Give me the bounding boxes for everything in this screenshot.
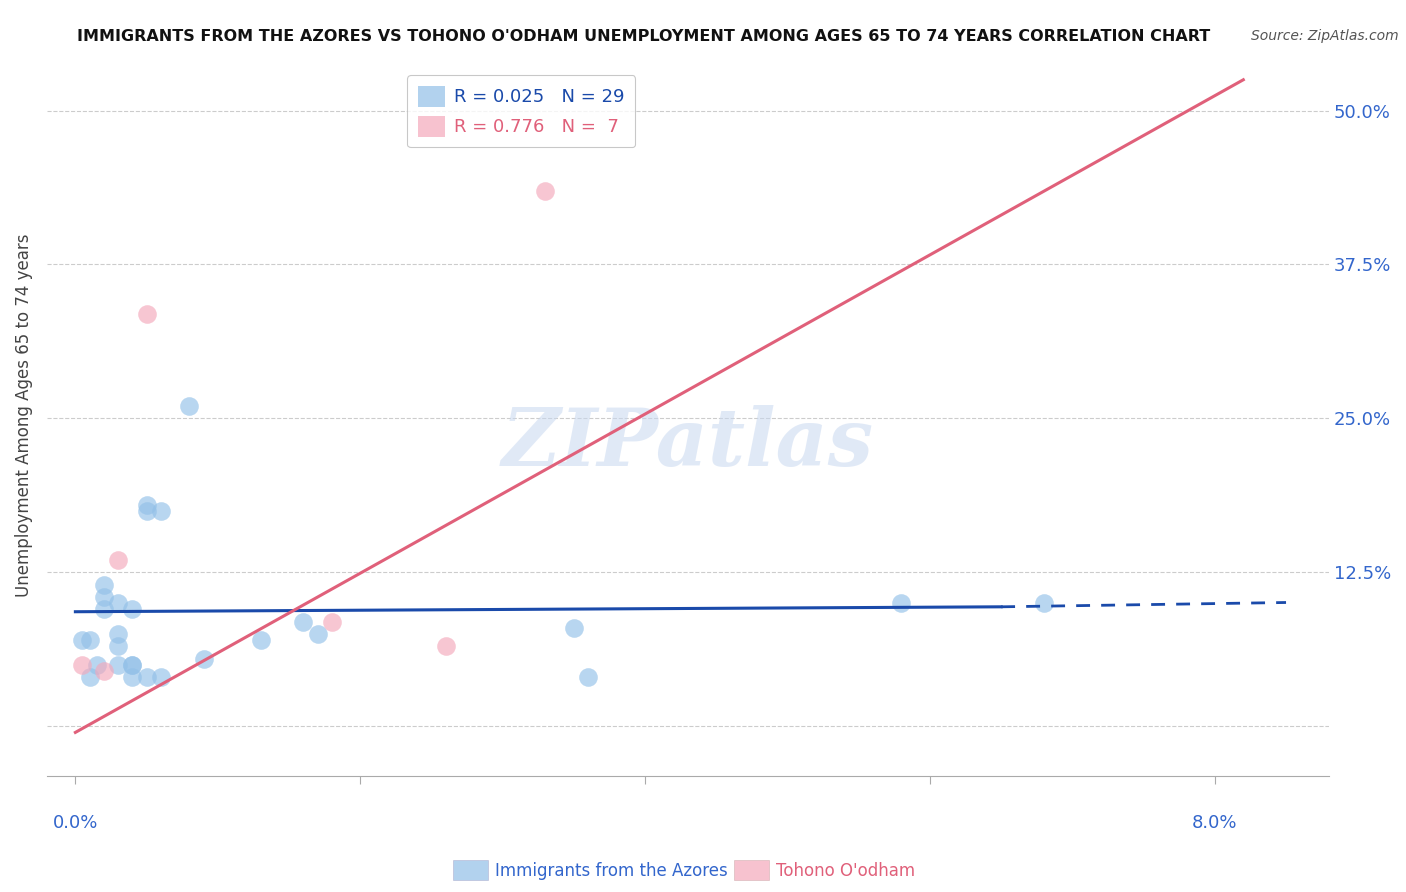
Point bbox=[93, 602, 115, 616]
Point bbox=[149, 670, 172, 684]
Point bbox=[321, 615, 343, 629]
Point bbox=[107, 639, 129, 653]
Point bbox=[135, 504, 157, 518]
Text: Immigrants from the Azores: Immigrants from the Azores bbox=[495, 862, 728, 880]
Point bbox=[93, 664, 115, 678]
Y-axis label: Unemployment Among Ages 65 to 74 years: Unemployment Among Ages 65 to 74 years bbox=[15, 234, 32, 597]
Point bbox=[121, 670, 143, 684]
Point bbox=[107, 553, 129, 567]
Text: Source: ZipAtlas.com: Source: ZipAtlas.com bbox=[1251, 29, 1399, 43]
Point bbox=[249, 633, 271, 648]
Point bbox=[179, 399, 201, 413]
Point bbox=[79, 670, 101, 684]
Point bbox=[135, 498, 157, 512]
Text: IMMIGRANTS FROM THE AZORES VS TOHONO O'ODHAM UNEMPLOYMENT AMONG AGES 65 TO 74 YE: IMMIGRANTS FROM THE AZORES VS TOHONO O'O… bbox=[77, 29, 1211, 44]
Point bbox=[193, 651, 215, 665]
Point bbox=[107, 596, 129, 610]
Point bbox=[72, 633, 94, 648]
Point bbox=[79, 633, 101, 648]
Point bbox=[890, 596, 912, 610]
Point bbox=[72, 657, 94, 672]
Point bbox=[93, 590, 115, 604]
Point bbox=[576, 670, 599, 684]
Point bbox=[121, 657, 143, 672]
Text: 0.0%: 0.0% bbox=[52, 814, 98, 832]
Point bbox=[562, 621, 585, 635]
Point bbox=[107, 657, 129, 672]
Point bbox=[121, 657, 143, 672]
Point bbox=[121, 602, 143, 616]
Point bbox=[86, 657, 108, 672]
Point bbox=[149, 504, 172, 518]
Text: Tohono O'odham: Tohono O'odham bbox=[776, 862, 915, 880]
Point bbox=[1032, 596, 1054, 610]
Legend: R = 0.025   N = 29, R = 0.776   N =  7: R = 0.025 N = 29, R = 0.776 N = 7 bbox=[408, 75, 636, 147]
Point bbox=[107, 627, 129, 641]
Point bbox=[135, 307, 157, 321]
Text: ZIPatlas: ZIPatlas bbox=[502, 405, 875, 483]
Text: 8.0%: 8.0% bbox=[1192, 814, 1237, 832]
Point bbox=[434, 639, 457, 653]
Point bbox=[292, 615, 315, 629]
Point bbox=[93, 577, 115, 591]
Point bbox=[307, 627, 329, 641]
Point bbox=[135, 670, 157, 684]
Point bbox=[534, 184, 557, 198]
